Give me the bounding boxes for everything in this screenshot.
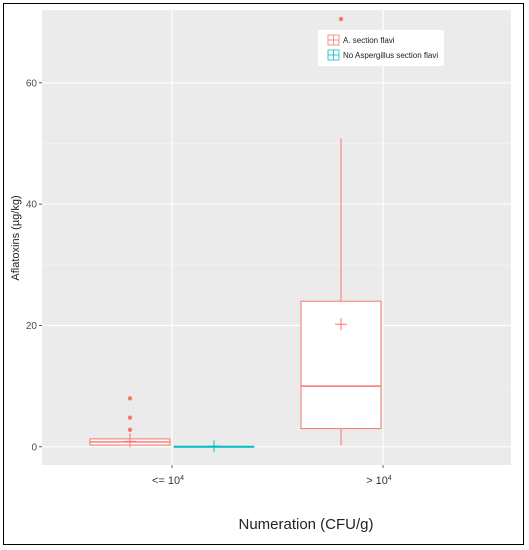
box-a-section-flavi-1 <box>300 16 382 445</box>
outlier-point <box>127 427 133 433</box>
legend-key-a-section-flavi <box>327 34 340 46</box>
plot-panel <box>42 10 511 465</box>
legend-label-a-section-flavi: A. section flavi <box>343 36 395 45</box>
grid-lines <box>42 10 511 465</box>
box-no-aspergillus-0 <box>173 440 255 453</box>
outlier-point <box>127 396 133 401</box>
legend-key-no-aspergillus <box>327 49 340 61</box>
legend: A. section flavi No Aspergillus section … <box>318 30 444 66</box>
y-tick-label: 0 <box>31 442 37 453</box>
y-tick-label: 20 <box>26 321 38 332</box>
box-a-section-flavi-0 <box>89 396 171 448</box>
outlier-point <box>127 415 133 420</box>
tick-labels: 0 20 40 60 <= 104 > 104 <box>26 78 392 487</box>
x-axis-title: Numeration (CFU/g) <box>238 516 373 533</box>
x-tick-label: > 104 <box>366 475 392 487</box>
x-tick-label: <= 104 <box>152 475 184 487</box>
y-tick-label: 40 <box>26 200 38 211</box>
y-axis-title: Aflatoxins (µg/kg) <box>10 195 22 280</box>
legend-label-no-aspergillus: No Aspergillus section flavi <box>343 51 438 60</box>
y-tick-label: 60 <box>26 78 38 89</box>
box-layer <box>89 16 382 453</box>
outlier-point <box>338 16 344 22</box>
